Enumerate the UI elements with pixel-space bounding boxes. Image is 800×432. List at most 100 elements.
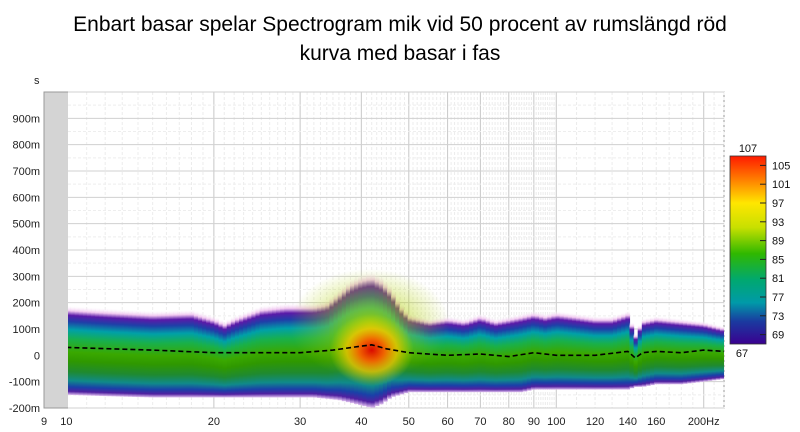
heatmap-cell — [230, 316, 236, 398]
heatmap-cell — [202, 312, 207, 398]
heatmap-cell — [588, 315, 594, 390]
y-tick-label: 100m — [12, 324, 40, 336]
y-tick-label: 800m — [12, 140, 40, 152]
heatmap-cell — [551, 311, 557, 390]
heatmap-cell — [493, 318, 499, 393]
x-tick-label: 200Hz — [688, 416, 720, 428]
heatmap-cell — [288, 302, 294, 398]
heatmap-cell — [444, 315, 450, 393]
spectrogram-heatmap — [68, 268, 724, 408]
color-scale-bar: 107 67 105 101 97 93 89 85 81 77 73 69 — [729, 143, 790, 360]
heatmap-cell — [247, 309, 252, 398]
heatmap-cell — [526, 311, 532, 391]
heatmap-cell — [633, 333, 639, 387]
x-tick-label: 140 — [619, 416, 637, 428]
colorbar-tick-label: 105 — [772, 160, 790, 172]
x-tick-label: 9 — [41, 416, 47, 428]
heatmap-cell — [218, 319, 224, 398]
heatmap-cell — [107, 308, 113, 397]
heatmap-cell — [111, 308, 117, 397]
hot-spot — [329, 314, 414, 387]
y-tick-label: 600m — [12, 192, 40, 204]
heatmap-cell — [136, 309, 141, 398]
heatmap-cell — [674, 317, 680, 385]
heatmap-cell — [497, 317, 503, 393]
heatmap-cell — [239, 313, 244, 398]
heatmap-cell — [534, 311, 540, 390]
plot-left-strip — [44, 92, 68, 408]
heatmap-cell — [477, 313, 483, 393]
heatmap-cell — [267, 304, 273, 398]
heatmap-cell — [144, 310, 150, 398]
heatmap-cell — [481, 314, 487, 393]
heatmap-cell — [296, 302, 302, 398]
x-axis: 9 10 20 30 40 50 60 70 80 90 100 120 140 160 200Hz — [41, 416, 720, 428]
heatmap-cell — [703, 321, 709, 382]
heatmap-cell — [604, 315, 610, 390]
heatmap-cell — [715, 324, 721, 380]
heatmap-cell — [625, 310, 631, 390]
colorbar-tick-label: 97 — [772, 198, 784, 210]
colorbar-tick-label: 77 — [772, 292, 784, 304]
heatmap-cell — [99, 307, 105, 397]
x-tick-label: 40 — [355, 416, 367, 428]
heatmap-cell — [658, 316, 663, 385]
heatmap-cell — [563, 311, 569, 390]
heatmap-cell — [596, 315, 602, 390]
y-tick-label: 500m — [12, 219, 40, 231]
x-tick-label: 10 — [60, 416, 72, 428]
heatmap-cell — [189, 309, 195, 398]
heatmap-cell — [485, 315, 491, 393]
heatmap-cell — [263, 304, 269, 398]
y-tick-label: 300m — [12, 271, 40, 283]
heatmap-cell — [539, 312, 544, 390]
heatmap-cell — [543, 313, 548, 390]
colorbar-tick-label: 81 — [772, 273, 784, 285]
heatmap-cell — [292, 302, 298, 398]
heatmap-cell — [115, 308, 121, 397]
y-tick-label: 0 — [34, 350, 40, 362]
x-tick-label: 60 — [441, 416, 453, 428]
heatmap-cell — [156, 310, 162, 398]
heatmap-cell — [687, 319, 692, 384]
heatmap-cell — [613, 314, 618, 390]
heatmap-cell — [559, 311, 565, 390]
heatmap-cell — [222, 320, 228, 398]
x-tick-label: 50 — [403, 416, 415, 428]
heatmap-cell — [571, 312, 577, 390]
colorbar-tick-label: 93 — [772, 217, 784, 229]
heatmap-cell — [621, 312, 626, 390]
colorbar-tick-label: 69 — [772, 330, 784, 342]
heatmap-cell — [650, 316, 655, 386]
y-tick-label: 200m — [12, 298, 40, 310]
heatmap-cell — [452, 316, 458, 393]
heatmap-cell — [695, 320, 700, 383]
heatmap-cell — [95, 307, 100, 396]
heatmap-cell — [576, 313, 581, 390]
heatmap-cell — [469, 316, 474, 393]
heatmap-cell — [271, 303, 277, 398]
colorbar-max-label: 107 — [739, 143, 757, 155]
heatmap-cell — [243, 311, 248, 398]
x-tick-label: 90 — [528, 416, 540, 428]
colorbar-tick-label: 101 — [772, 179, 790, 191]
chart-title-line-1: Enbart basar spelar Spectrogram mik vid … — [73, 13, 727, 36]
heatmap-cell — [719, 325, 724, 380]
heatmap-cell — [436, 317, 442, 393]
heatmap-cell — [637, 324, 643, 387]
heatmap-cell — [666, 317, 672, 385]
chart-title-line-2: kurva med basar i fas — [299, 42, 501, 65]
heatmap-cell — [226, 318, 232, 398]
y-tick-label: 700m — [12, 166, 40, 178]
heatmap-cell — [78, 306, 84, 396]
heatmap-cell — [123, 309, 129, 397]
y-tick-label: 900m — [12, 113, 40, 125]
heatmap-cell — [119, 308, 125, 397]
heatmap-cell — [555, 310, 561, 390]
heatmap-cell — [284, 302, 289, 398]
heatmap-cell — [547, 312, 552, 390]
heatmap-cell — [214, 317, 220, 398]
heatmap-cell — [567, 312, 573, 390]
heatmap-cell — [82, 306, 88, 396]
